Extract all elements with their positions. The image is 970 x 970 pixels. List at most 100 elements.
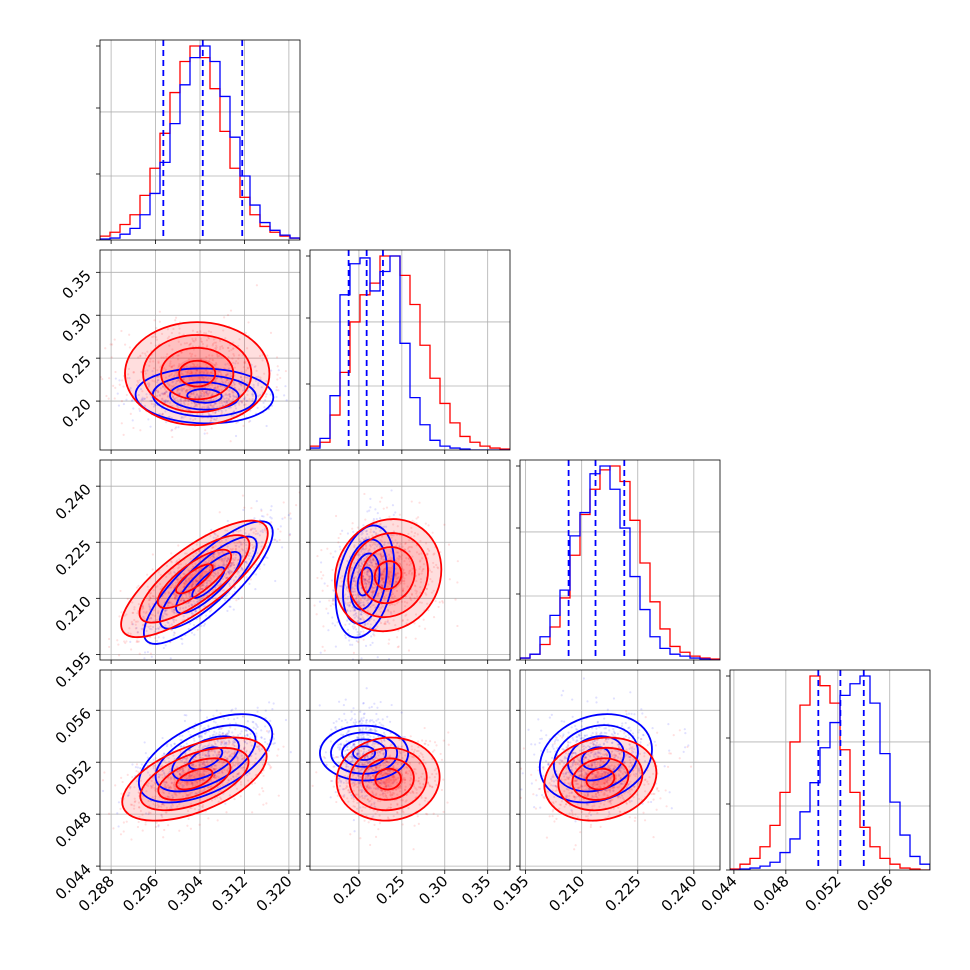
sample-point: [240, 383, 243, 386]
sample-point: [238, 545, 241, 548]
sample-point: [224, 380, 227, 384]
sample-point: [395, 574, 398, 578]
sample-point: [204, 732, 207, 735]
sample-point: [219, 370, 222, 374]
sample-point: [243, 528, 246, 531]
sample-point: [213, 768, 216, 772]
sample-point: [399, 555, 403, 559]
sample-point: [220, 759, 223, 763]
sample-point: [233, 386, 236, 389]
sample-point: [273, 741, 276, 745]
sample-point: [223, 558, 226, 561]
sample-point: [352, 590, 355, 593]
sample-point: [250, 393, 254, 396]
sample-point: [346, 608, 349, 612]
sample-point: [200, 340, 203, 343]
sample-point: [207, 404, 210, 407]
sample-point: [160, 814, 163, 817]
sample-point: [425, 593, 428, 596]
sample-point: [359, 567, 363, 571]
sample-point: [353, 608, 356, 611]
sample-point: [247, 554, 250, 557]
sample-point: [372, 633, 375, 636]
sample-point: [157, 610, 160, 613]
sample-point: [180, 400, 183, 403]
sample-point: [397, 572, 400, 575]
sample-point: [149, 425, 152, 428]
sample-point: [140, 370, 143, 373]
sample-point: [365, 588, 368, 591]
sample-point: [182, 387, 185, 391]
sample-point: [210, 404, 213, 407]
sample-point: [392, 619, 395, 622]
sample-point: [361, 595, 364, 599]
sample-point: [130, 620, 133, 624]
sample-point: [346, 603, 349, 607]
sample-point: [355, 599, 358, 602]
sample-point: [170, 365, 173, 369]
sample-point: [266, 513, 269, 516]
sample-point: [356, 630, 359, 634]
sample-point: [349, 609, 352, 613]
contour-red: [138, 534, 251, 624]
sample-point: [158, 310, 161, 313]
sample-point: [215, 344, 218, 347]
sample-point: [242, 508, 245, 512]
sample-point: [357, 563, 360, 567]
sample-point: [403, 579, 406, 583]
sample-point: [219, 743, 223, 746]
sample-point: [201, 762, 205, 765]
sample-point: [152, 405, 156, 408]
sample-point: [182, 585, 186, 588]
sample-point: [216, 819, 219, 822]
sample-point: [254, 588, 257, 591]
sample-point: [173, 793, 176, 796]
sample-point: [371, 558, 375, 561]
sample-point: [152, 767, 155, 770]
sample-point: [176, 770, 179, 773]
sample-point: [235, 599, 238, 602]
sample-point: [212, 768, 215, 771]
sample-point: [406, 601, 409, 604]
sample-point: [232, 734, 235, 738]
sample-point: [128, 791, 131, 795]
sample-point: [255, 732, 258, 735]
sample-point: [207, 817, 210, 820]
sample-point: [264, 395, 267, 398]
sample-point: [352, 530, 355, 534]
sample-point: [175, 594, 178, 598]
sample-point: [234, 548, 237, 551]
sample-point: [161, 412, 164, 416]
sample-point: [197, 376, 200, 379]
sample-point: [207, 559, 210, 562]
sample-point: [382, 573, 385, 576]
sample-point: [180, 759, 184, 762]
sample-point: [201, 342, 205, 346]
sample-point: [326, 584, 329, 587]
sample-point: [209, 371, 213, 374]
sample-point: [225, 399, 228, 403]
sample-point: [257, 375, 260, 378]
sample-point: [403, 559, 406, 563]
sample-point: [177, 544, 180, 547]
sample-point: [179, 411, 183, 414]
sample-point: [209, 786, 212, 789]
sample-point: [228, 584, 232, 588]
sample-point: [154, 597, 158, 601]
sample-point: [359, 540, 362, 543]
sample-point: [192, 737, 195, 740]
sample-point: [208, 744, 211, 747]
sample-point: [374, 562, 377, 565]
sample-point: [184, 399, 187, 402]
sample-point: [212, 418, 215, 421]
sample-point: [173, 608, 176, 612]
sample-point: [168, 624, 171, 627]
sample-point: [236, 756, 239, 759]
sample-point: [405, 573, 408, 577]
sample-point: [372, 582, 375, 586]
sample-point: [350, 567, 353, 570]
sample-point: [248, 398, 251, 401]
sample-point: [321, 645, 324, 648]
sample-point: [212, 546, 215, 549]
sample-point: [160, 398, 164, 401]
